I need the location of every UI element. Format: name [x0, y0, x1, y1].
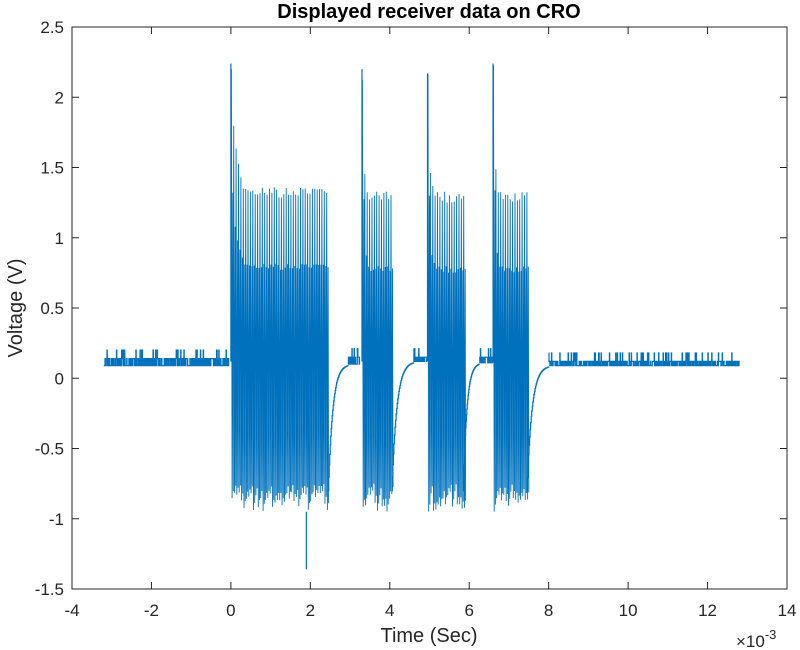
signal-trace: [103, 63, 740, 570]
y-tick-label: -0.5: [35, 440, 64, 459]
y-axis-label: Voltage (V): [5, 259, 27, 358]
x-tick-label: 4: [385, 601, 394, 620]
x-tick-label: -4: [64, 601, 79, 620]
x-tick-label: 6: [464, 601, 473, 620]
recovery-tail: [328, 365, 349, 492]
baseline-segment: [479, 348, 494, 364]
baseline-segment: [103, 349, 230, 367]
x-axis-label: Time (Sec): [380, 625, 477, 647]
baseline-segment: [548, 352, 740, 367]
x-axis-ticks: -4 -2 0 2 4 6 8 10 12 14: [64, 27, 796, 620]
y-axis-ticks: -1.5 -1 -0.5 0 0.5 1 1.5 2 2.5: [35, 18, 787, 599]
x-tick-label: 10: [619, 601, 638, 620]
x-tick-label: 14: [778, 601, 797, 620]
recovery-tail: [391, 362, 415, 492]
y-tick-label: 0: [55, 369, 64, 388]
chart-title: Displayed receiver data on CRO: [277, 1, 580, 23]
signal-burst: [361, 79, 394, 512]
recovery-tail: [463, 363, 480, 492]
x-exponent-power: -3: [765, 627, 777, 642]
y-tick-label: -1.5: [35, 580, 64, 599]
x-tick-label: 12: [698, 601, 717, 620]
baseline-segment: [347, 348, 361, 365]
signal-burst: [427, 73, 467, 512]
y-tick-label: 1.5: [40, 159, 64, 178]
x-axis-exponent: ×10-3: [736, 627, 776, 650]
signal-burst: [230, 69, 330, 511]
recovery-tail: [526, 366, 550, 492]
x-tick-label: 0: [226, 601, 235, 620]
baseline-segment: [413, 348, 428, 362]
x-tick-label: 2: [306, 601, 315, 620]
y-tick-label: 1: [55, 229, 64, 248]
y-tick-label: 0.5: [40, 299, 64, 318]
signal-burst: [492, 65, 530, 512]
x-tick-label: 8: [544, 601, 553, 620]
x-exponent-base: ×10: [736, 632, 765, 650]
y-tick-label: -1: [49, 510, 64, 529]
y-tick-label: 2: [55, 88, 64, 107]
x-tick-label: -2: [144, 601, 159, 620]
y-tick-label: 2.5: [40, 18, 64, 37]
